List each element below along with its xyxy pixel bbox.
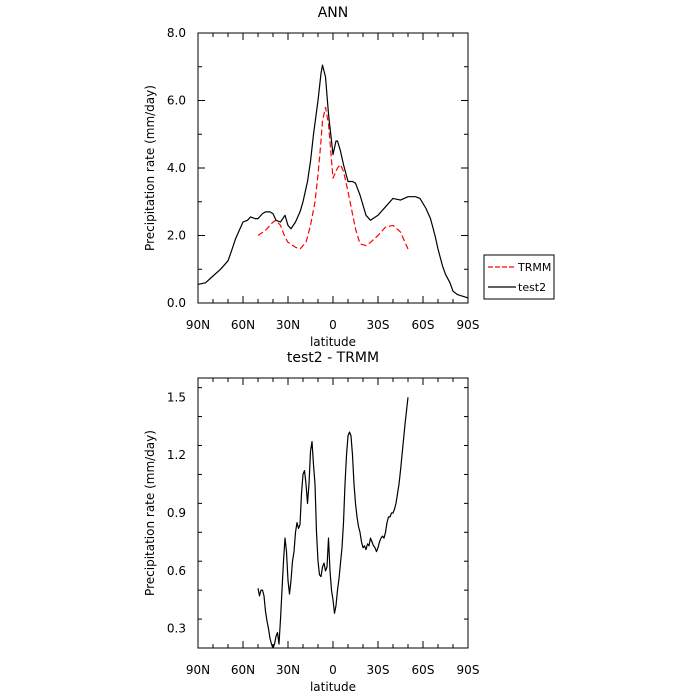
x-tick-label: 60N [231,318,255,332]
legend-label: TRMM [517,261,551,274]
y-axis-label: Precipitation rate (mm/day) [143,430,157,596]
y-tick-label: 1.2 [167,448,186,462]
x-tick-label: 90S [457,663,480,677]
series-line-test2 [197,64,469,299]
legend-box [483,254,555,300]
y-tick-label: 8.0 [167,26,186,40]
y-axis-label: Precipitation rate (mm/day) [143,85,157,251]
legend-label: test2 [518,281,546,294]
chart-title: test2 - TRMM [287,350,379,366]
y-tick-label: 0.3 [167,622,186,636]
series-line-trmm [257,106,409,250]
y-tick-label: 0.9 [167,506,186,520]
x-axis-label: latitude [310,680,356,694]
chart-title: ANN [318,5,349,21]
x-tick-label: 0 [329,663,337,677]
x-tick-label: 90N [186,663,210,677]
y-tick-label: 0.0 [167,296,186,310]
y-tick-label: 1.5 [167,390,186,404]
plot-frame [197,377,469,649]
x-tick-label: 30S [367,663,390,677]
x-axis-label: latitude [310,335,356,349]
x-tick-label: 60S [412,318,435,332]
x-tick-label: 30N [276,318,300,332]
x-tick-label: 30N [276,663,300,677]
y-tick-label: 6.0 [167,94,186,108]
legend: TRMM test2 [483,254,555,300]
plot-frame [197,32,469,304]
chart-panel-1: ANN 90N 60N 30N 0 30S 60S 90S 0.0 2.0 4.0 6.0 8.0 lat… [143,5,555,349]
x-tick-label: 0 [329,318,337,332]
x-tick-label: 90S [457,318,480,332]
x-tick-label: 60S [412,663,435,677]
x-tick-label: 30S [367,318,390,332]
x-tick-label: 60N [231,663,255,677]
y-tick-label: 0.6 [167,564,186,578]
y-tick-label: 2.0 [167,229,186,243]
y-tick-label: 4.0 [167,161,186,175]
chart-panel-2: test2 - TRMM 90N 60N 30N 0 30S 60S 90S 0.3 0.6 0.9… [143,350,479,694]
series-line-difference [257,397,409,649]
x-tick-label: 90N [186,318,210,332]
